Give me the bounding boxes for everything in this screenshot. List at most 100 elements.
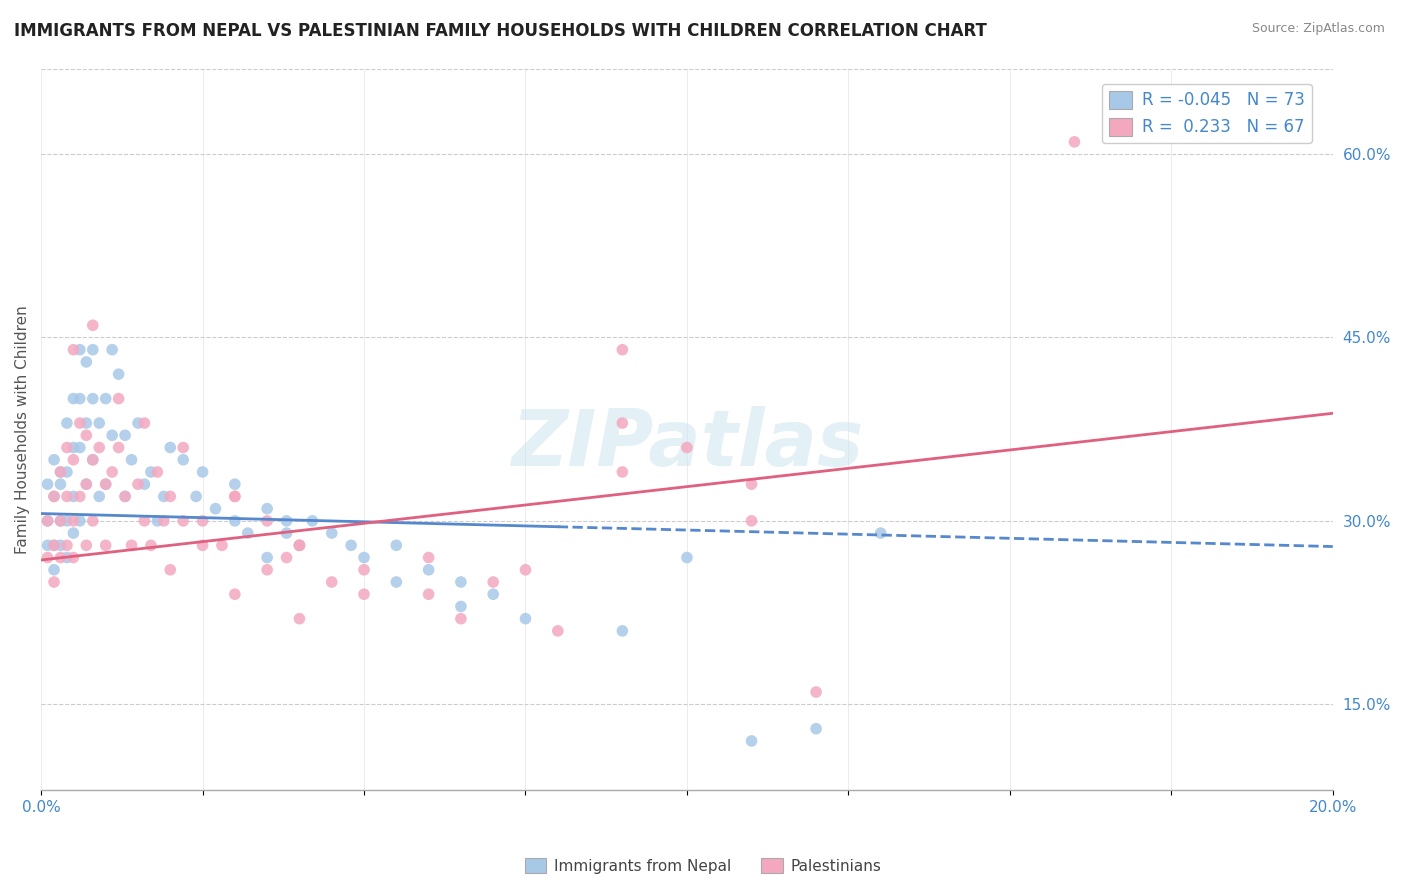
Point <box>89 490 111 504</box>
Point <box>256 501 278 516</box>
Point <box>515 563 537 577</box>
Point <box>159 563 181 577</box>
Point <box>450 574 472 589</box>
Point <box>612 343 634 357</box>
Point <box>139 538 162 552</box>
Point <box>82 318 104 333</box>
Point <box>42 490 65 504</box>
Point <box>127 416 149 430</box>
Point <box>869 526 891 541</box>
Point <box>385 538 408 552</box>
Point <box>56 538 79 552</box>
Point <box>340 538 363 552</box>
Point <box>224 490 246 504</box>
Point <box>256 514 278 528</box>
Point <box>256 563 278 577</box>
Point <box>172 452 194 467</box>
Point <box>94 392 117 406</box>
Point <box>276 514 298 528</box>
Point <box>418 587 440 601</box>
Point <box>159 490 181 504</box>
Point <box>153 490 176 504</box>
Point <box>184 490 207 504</box>
Point <box>37 550 59 565</box>
Point <box>418 563 440 577</box>
Point <box>191 465 214 479</box>
Point <box>121 538 143 552</box>
Point <box>146 465 169 479</box>
Point <box>107 367 129 381</box>
Y-axis label: Family Households with Children: Family Households with Children <box>15 305 30 554</box>
Text: Source: ZipAtlas.com: Source: ZipAtlas.com <box>1251 22 1385 36</box>
Point <box>69 490 91 504</box>
Point <box>288 612 311 626</box>
Point <box>172 441 194 455</box>
Point <box>75 477 97 491</box>
Point <box>121 452 143 467</box>
Point <box>804 685 827 699</box>
Legend: R = -0.045   N = 73, R =  0.233   N = 67: R = -0.045 N = 73, R = 0.233 N = 67 <box>1102 84 1312 143</box>
Point <box>42 574 65 589</box>
Point <box>547 624 569 638</box>
Point <box>82 514 104 528</box>
Point <box>172 514 194 528</box>
Point <box>75 416 97 430</box>
Point <box>62 343 84 357</box>
Point <box>94 477 117 491</box>
Point <box>62 441 84 455</box>
Point <box>56 514 79 528</box>
Point <box>236 526 259 541</box>
Point <box>114 490 136 504</box>
Point <box>75 428 97 442</box>
Point <box>276 550 298 565</box>
Point <box>42 538 65 552</box>
Point <box>204 501 226 516</box>
Point <box>56 490 79 504</box>
Point <box>69 416 91 430</box>
Point <box>741 477 763 491</box>
Point <box>69 441 91 455</box>
Point <box>82 452 104 467</box>
Point <box>101 343 124 357</box>
Point <box>62 490 84 504</box>
Point <box>37 514 59 528</box>
Point <box>69 343 91 357</box>
Point <box>450 599 472 614</box>
Point <box>288 538 311 552</box>
Point <box>75 538 97 552</box>
Point <box>353 563 375 577</box>
Point <box>82 392 104 406</box>
Point <box>353 550 375 565</box>
Point <box>482 587 505 601</box>
Text: IMMIGRANTS FROM NEPAL VS PALESTINIAN FAMILY HOUSEHOLDS WITH CHILDREN CORRELATION: IMMIGRANTS FROM NEPAL VS PALESTINIAN FAM… <box>14 22 987 40</box>
Point <box>224 477 246 491</box>
Point <box>127 477 149 491</box>
Point <box>134 514 156 528</box>
Point <box>107 441 129 455</box>
Point <box>385 574 408 589</box>
Point <box>89 416 111 430</box>
Point <box>49 550 72 565</box>
Point <box>62 514 84 528</box>
Point <box>94 538 117 552</box>
Point <box>804 722 827 736</box>
Point <box>321 574 343 589</box>
Point <box>114 428 136 442</box>
Point <box>676 550 699 565</box>
Point <box>62 526 84 541</box>
Point <box>82 452 104 467</box>
Point <box>211 538 233 552</box>
Point <box>101 465 124 479</box>
Point <box>62 550 84 565</box>
Point <box>49 514 72 528</box>
Point <box>191 514 214 528</box>
Point <box>69 514 91 528</box>
Point <box>676 441 699 455</box>
Point <box>288 538 311 552</box>
Point <box>224 490 246 504</box>
Point <box>107 392 129 406</box>
Point <box>418 550 440 565</box>
Point <box>301 514 323 528</box>
Point <box>741 514 763 528</box>
Point <box>56 465 79 479</box>
